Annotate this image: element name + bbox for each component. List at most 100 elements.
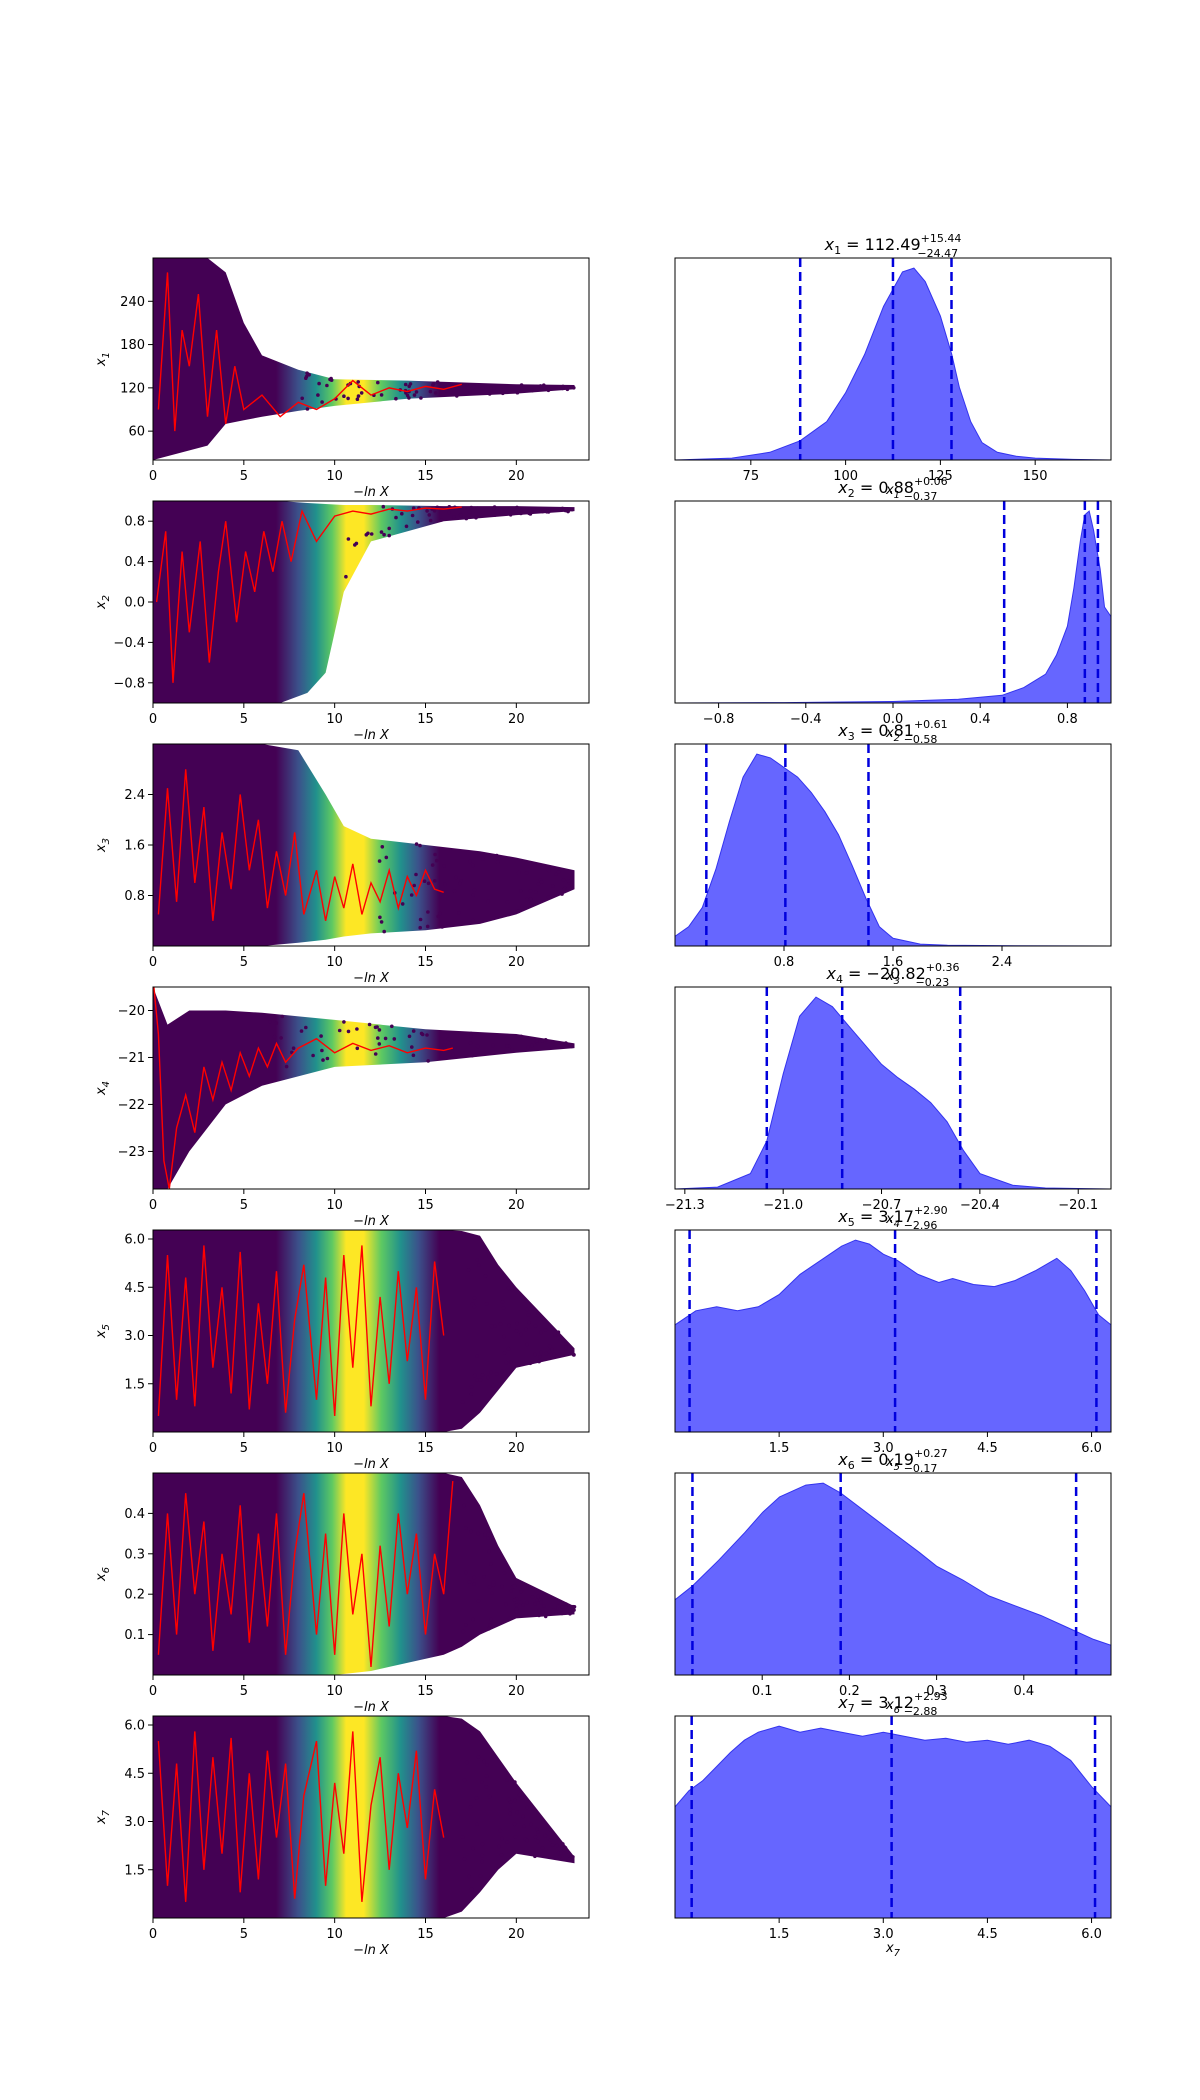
y-axis-label-base: x (94, 601, 109, 610)
x-axis-label-sub: 4 (894, 1219, 900, 1230)
scatter-point (459, 879, 463, 883)
scatter-point (475, 1044, 480, 1049)
scatter-point (525, 1342, 529, 1347)
scatter-point (346, 396, 350, 401)
x-tick-label: 20 (508, 1684, 525, 1699)
scatter-point (377, 1028, 382, 1032)
scatter-point (564, 1605, 568, 1609)
x-tick-label: 0 (149, 1684, 157, 1699)
scatter-point (475, 1258, 480, 1262)
y-axis-label-base: x (94, 1087, 109, 1096)
scatter-point (537, 1359, 541, 1364)
scatter-point (536, 1313, 540, 1318)
y-tick-label: −23 (118, 1145, 145, 1160)
scatter-point (418, 917, 423, 922)
scatter-point (540, 1846, 545, 1850)
x-axis-label: −ln X (353, 1457, 390, 1472)
x-tick-label: 5 (240, 955, 248, 970)
trace-x4: −23 −22 −21 −20 0 5 10 15 20 −ln X x4 (94, 986, 590, 1229)
x-tick-label: −0.8 (703, 712, 735, 727)
title-plus: +2.90 (914, 1204, 948, 1217)
x-axis-label: x3 (885, 969, 900, 987)
scatter-point (572, 386, 576, 390)
y-tick-label: 0.8 (124, 889, 145, 904)
scatter-point (507, 1616, 512, 1621)
scatter-point (381, 504, 386, 509)
y-axis-label-base: x (94, 1816, 109, 1825)
title-value: = 112.49 (841, 235, 921, 254)
scatter-point (446, 1037, 451, 1041)
x-tick-label: 15 (417, 1198, 434, 1213)
y-axis-label-sub: 5 (101, 1324, 112, 1330)
axes-frame (674, 1472, 1112, 1676)
scatter-point (378, 915, 382, 920)
x-tick-label: 100 (833, 469, 858, 484)
scatter-point (528, 889, 533, 893)
scatter-point (486, 1375, 490, 1380)
scatter-point (373, 1052, 378, 1056)
posterior-density (675, 1725, 1111, 1918)
trace-x6: 0.1 0.2 0.3 0.4 0 5 10 15 20 −ln X x6 (94, 1472, 590, 1715)
x-tick-label: 125 (928, 469, 953, 484)
y-axis-label-sub: 6 (101, 1567, 112, 1573)
scatter-point (445, 388, 449, 393)
scatter-point (534, 890, 538, 894)
scatter-point (501, 1306, 506, 1310)
scatter-point (539, 1350, 543, 1355)
scatter-point (485, 1763, 490, 1767)
scatter-point (400, 902, 405, 906)
scatter-point (556, 1330, 561, 1334)
scatter-point (560, 1611, 564, 1616)
scatter-point (272, 1034, 277, 1039)
y-axis-label: x6 (94, 1567, 112, 1582)
scatter-point (521, 1603, 525, 1607)
scatter-point (274, 1021, 279, 1025)
trace-x3: 0.8 1.6 2.4 0 5 10 15 20 −ln X x3 (94, 743, 590, 986)
scatter-point (268, 1020, 272, 1024)
trace-line (157, 1481, 454, 1667)
scatter-point (496, 510, 500, 515)
scatter-point (543, 1038, 548, 1042)
scatter-point (513, 1835, 518, 1839)
scatter-point (411, 506, 416, 511)
posterior-density (675, 1239, 1111, 1432)
scatter-point (489, 386, 493, 390)
scatter-point (355, 397, 360, 402)
scatter-point (502, 1571, 507, 1575)
scatter-point (486, 1528, 491, 1533)
scatter-point (566, 1857, 571, 1862)
scatter-point (422, 879, 427, 883)
y-tick-label: 0.4 (124, 555, 145, 570)
trace-line (157, 1245, 445, 1416)
y-tick-label: −22 (118, 1098, 145, 1113)
scatter-point (512, 1598, 517, 1602)
scatter-point (471, 1617, 475, 1622)
scatter-point (344, 574, 348, 579)
scatter-point (529, 897, 533, 901)
scatter-point (470, 1053, 474, 1058)
scatter-point (502, 1334, 506, 1339)
axes-frame (152, 743, 590, 947)
scatter-point (471, 863, 476, 868)
scatter-point (519, 889, 523, 893)
y-tick-label: −20 (118, 1004, 145, 1019)
scatter-point (554, 1611, 559, 1616)
scatter-point (550, 508, 554, 512)
axes-frame (674, 743, 1112, 947)
scatter-point (571, 1352, 575, 1357)
scatter-point (489, 1370, 493, 1375)
x-tick-label: 15 (417, 1927, 434, 1942)
title-base: x (824, 235, 835, 254)
scatter-point (481, 857, 485, 861)
scatter-point (533, 1324, 538, 1328)
scatter-point (563, 508, 568, 513)
scatter-point (480, 1842, 485, 1847)
scatter-point (458, 881, 462, 886)
x-tick-label: 0.0 (883, 712, 904, 727)
scatter-point (291, 1046, 296, 1050)
x-axis-label: −ln X (353, 1214, 390, 1229)
scatter-point (452, 515, 456, 519)
scatter-point (427, 513, 432, 517)
